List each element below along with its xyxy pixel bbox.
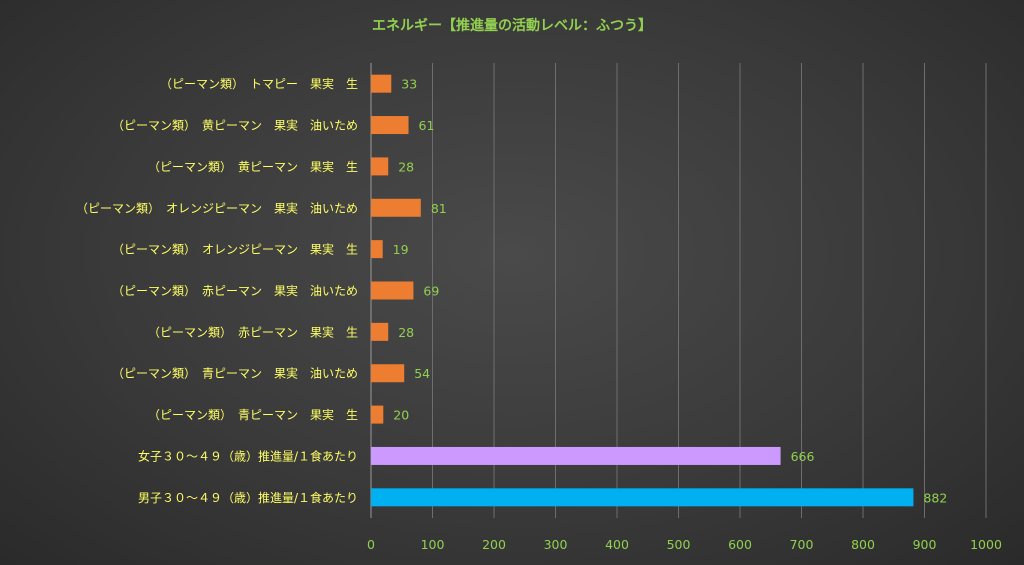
data-label: 54 xyxy=(414,366,430,381)
bar xyxy=(371,446,781,465)
bar xyxy=(371,405,384,424)
x-tick-label: 300 xyxy=(544,537,568,552)
data-label: 28 xyxy=(398,159,414,174)
data-labels: 33 61 28 81 19 69 28 54 20 666 882 xyxy=(393,77,948,506)
x-tick-label: 100 xyxy=(421,537,445,552)
category-label: 女子３０～４９（歳）推進量/１食あたり xyxy=(138,448,358,463)
bar xyxy=(371,198,421,217)
category-label: （ピーマン類） 青ピーマン 果実 油いため xyxy=(112,366,358,381)
x-tick-label: 600 xyxy=(728,537,752,552)
category-label: 男子３０～４９（歳）推進量/１食あたり xyxy=(138,490,358,505)
bar xyxy=(371,488,914,507)
x-tick-label: 900 xyxy=(913,537,937,552)
category-label: （ピーマン類） 黄ピーマン 果実 生 xyxy=(148,159,358,174)
category-label: （ピーマン類） オレンジピーマン 果実 生 xyxy=(112,242,358,257)
category-label: （ピーマン類） オレンジピーマン 果実 油いため xyxy=(76,200,358,215)
category-labels: （ピーマン類） トマピー 果実 生 （ピーマン類） 黄ピーマン 果実 油いため （ピ… xyxy=(76,76,358,505)
x-tick-label: 500 xyxy=(667,537,691,552)
bar xyxy=(371,74,392,93)
data-label: 19 xyxy=(393,242,409,257)
data-label: 28 xyxy=(398,325,414,340)
data-label: 61 xyxy=(419,118,435,133)
data-label: 81 xyxy=(431,201,447,216)
bars xyxy=(371,74,914,507)
x-tick-label: 1000 xyxy=(970,537,1002,552)
category-label: （ピーマン類） 赤ピーマン 果実 生 xyxy=(148,324,358,339)
gridlines xyxy=(370,63,987,518)
bar xyxy=(371,116,409,135)
category-label: （ピーマン類） 青ピーマン 果実 生 xyxy=(148,407,358,422)
bar xyxy=(371,240,383,259)
data-label: 33 xyxy=(401,77,417,92)
x-tick-label: 800 xyxy=(851,537,875,552)
category-label: （ピーマン類） 黄ピーマン 果実 油いため xyxy=(112,118,358,133)
chart-title: エネルギー【推進量の活動レベル：ふつう】 xyxy=(372,17,652,34)
bar xyxy=(371,281,414,300)
x-tick-label: 700 xyxy=(790,537,814,552)
bar xyxy=(371,322,389,341)
category-label: （ピーマン類） トマピー 果実 生 xyxy=(160,76,358,91)
bar xyxy=(371,157,389,176)
x-axis-ticks: 0 100 200 300 400 500 600 700 800 900 1000 xyxy=(367,537,1002,552)
data-label: 69 xyxy=(423,284,439,299)
x-tick-label: 200 xyxy=(482,537,506,552)
x-tick-label: 400 xyxy=(605,537,629,552)
bar xyxy=(371,364,405,383)
x-tick-label: 0 xyxy=(367,537,375,552)
data-label: 882 xyxy=(923,490,947,505)
category-label: （ピーマン類） 赤ピーマン 果実 油いため xyxy=(112,283,358,298)
data-label: 20 xyxy=(393,408,409,423)
data-label: 666 xyxy=(791,449,815,464)
